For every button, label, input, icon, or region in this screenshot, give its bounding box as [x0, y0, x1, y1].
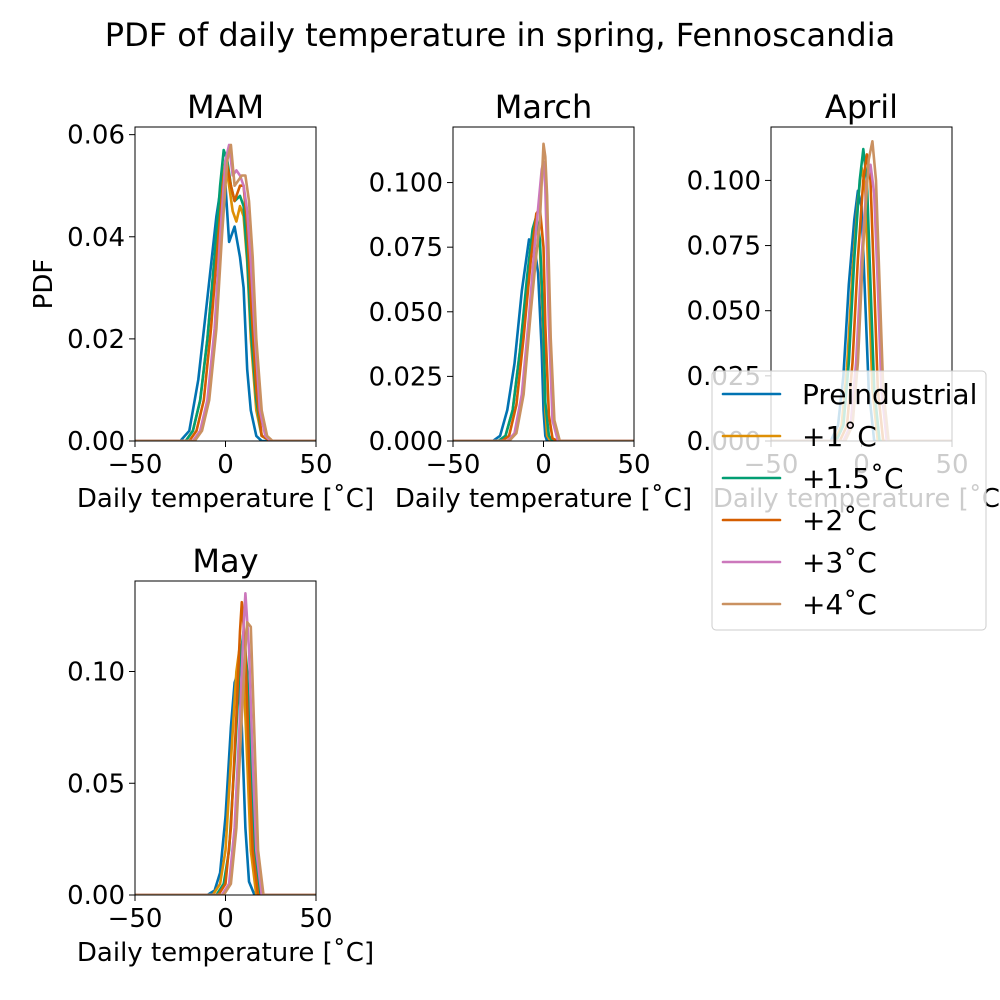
y-tick-label: 0.05 [67, 769, 125, 799]
x-tick-label: 0 [535, 450, 552, 480]
y-tick-label: 0.00 [67, 427, 125, 457]
series-line-3 [135, 600, 316, 895]
series-line-3 [135, 164, 316, 441]
legend-label: +2˚C [802, 504, 877, 537]
panel-title: March [495, 88, 593, 126]
x-tick-label: −50 [108, 450, 163, 480]
series-lines [453, 142, 634, 441]
x-tick-label: −50 [108, 904, 163, 934]
y-tick-label: 0.075 [687, 232, 761, 262]
y-tick-label: 0.04 [67, 223, 125, 253]
x-tick-label: −50 [426, 450, 481, 480]
y-tick-label: 0.075 [369, 233, 443, 263]
panel-may: May −50 0 50 0.00 0.05 0.10 Daily temperature [… [67, 542, 374, 968]
panel-title: May [192, 542, 258, 580]
series-lines [135, 591, 316, 895]
series-line-5 [135, 143, 316, 441]
legend-label: Preindustrial [802, 378, 977, 411]
y-tick-label: 0.100 [687, 166, 761, 196]
series-line-5 [453, 142, 634, 441]
y-tick-label: 0.00 [67, 881, 125, 911]
panel-title: MAM [187, 88, 264, 126]
y-tick-label: 0.10 [67, 658, 125, 688]
series-line-4 [135, 143, 316, 441]
y-tick-label: 0.06 [67, 121, 125, 151]
legend-label: +1˚C [802, 420, 877, 453]
legend-label: +3˚C [802, 546, 877, 579]
x-tick-label: 0 [217, 450, 234, 480]
x-axis-label: Daily temperature [˚C] [395, 484, 692, 514]
y-tick-label: 0.000 [369, 427, 443, 457]
panel-march: March −50 0 50 0.000 0.025 0.050 0.075 0.100 Dail… [369, 88, 693, 514]
y-tick-label: 0.100 [369, 169, 443, 199]
legend: Preindustrial +1˚C +1.5˚C +2˚C +3˚C +4˚C [711, 370, 987, 631]
x-tick-label: 50 [617, 450, 650, 480]
figure-title: PDF of daily temperature in spring, Fenn… [105, 16, 895, 54]
y-axis-label: PDF [29, 259, 59, 310]
panel-mam: MAM −50 0 50 0.00 0.02 0.04 0.06 Daily temperatu… [29, 88, 374, 514]
x-axis-label: Daily temperature [˚C] [77, 938, 374, 968]
y-tick-label: 0.050 [687, 297, 761, 327]
x-tick-label: 50 [299, 450, 332, 480]
y-tick-label: 0.025 [369, 362, 443, 392]
series-line-4 [453, 160, 634, 441]
y-tick-label: 0.02 [67, 325, 125, 355]
series-lines [135, 143, 316, 441]
panel-title: April [825, 88, 898, 126]
legend-label: +4˚C [802, 588, 877, 621]
y-tick-label: 0.050 [369, 298, 443, 328]
series-line-5 [135, 620, 316, 895]
x-tick-label: 50 [299, 904, 332, 934]
series-line-0 [135, 179, 316, 441]
x-tick-label: 0 [217, 904, 234, 934]
series-line-4 [135, 591, 316, 895]
legend-label: +1.5˚C [802, 462, 904, 495]
x-axis-label: Daily temperature [˚C] [77, 484, 374, 514]
